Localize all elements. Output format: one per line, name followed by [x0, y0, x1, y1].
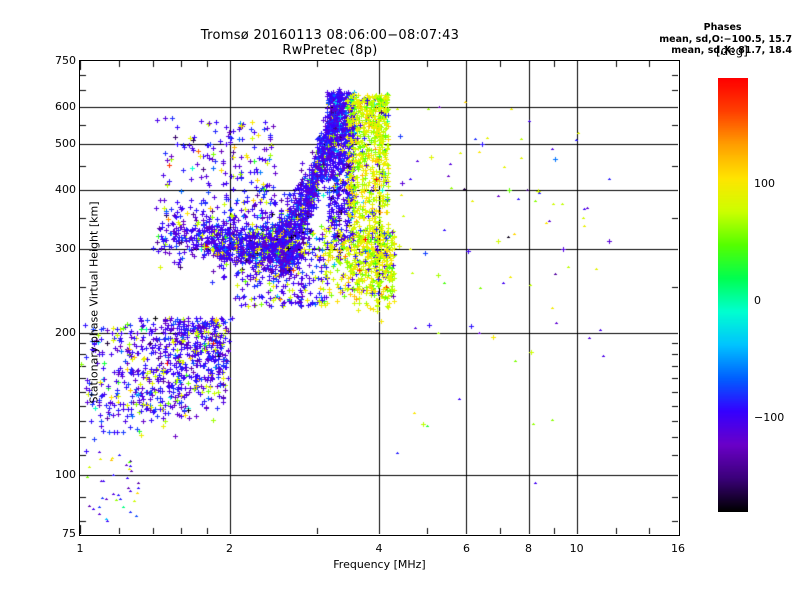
- phase-stats-annotation: Phases mean, sd,O:−100.5, 15.7 mean, sd,…: [659, 22, 792, 57]
- y-tick-label: 100: [55, 467, 76, 481]
- x-tick-label: 1: [76, 542, 84, 555]
- colorbar-unit-label: [deg]: [716, 44, 748, 58]
- phase-stats-o-line: mean, sd,O:−100.5, 15.7: [659, 33, 792, 45]
- y-axis-label: Stationary phase Virtual Height [km]: [87, 201, 101, 404]
- x-tick-label: 6: [462, 542, 470, 555]
- x-tick-label: 10: [569, 542, 584, 555]
- plot-subtitle: RwPretec (8p): [282, 43, 378, 58]
- y-tick-label: 200: [55, 325, 76, 339]
- plot-area: [79, 60, 680, 536]
- x-tick-label: 2: [226, 542, 233, 555]
- plot-title: Tromsø 20160113 08:06:00−08:07:43: [200, 28, 460, 43]
- x-tick-label: 16: [671, 542, 685, 555]
- y-tick-label: 400: [55, 183, 76, 197]
- x-axis-label: Frequency [MHz]: [333, 558, 426, 571]
- x-tick-label: 8: [525, 542, 532, 555]
- colorbar-tick-label: 0: [754, 293, 761, 307]
- scatter-canvas: [80, 61, 678, 534]
- y-tick-label: 750: [55, 54, 76, 67]
- y-tick-label: 500: [55, 137, 76, 151]
- y-tick-label: 300: [55, 242, 76, 256]
- x-tick-label: 4: [375, 542, 383, 555]
- y-tick-label: 75: [62, 527, 76, 540]
- phase-stats-heading: Phases: [703, 22, 742, 33]
- y-tick-label: 600: [55, 99, 76, 113]
- colorbar: [718, 78, 748, 512]
- colorbar-tick-label: −100: [754, 411, 785, 425]
- colorbar-tick-label: 100: [754, 176, 775, 190]
- phase-stats-x-line: mean, sd,X: 81.7, 18.4: [671, 45, 792, 56]
